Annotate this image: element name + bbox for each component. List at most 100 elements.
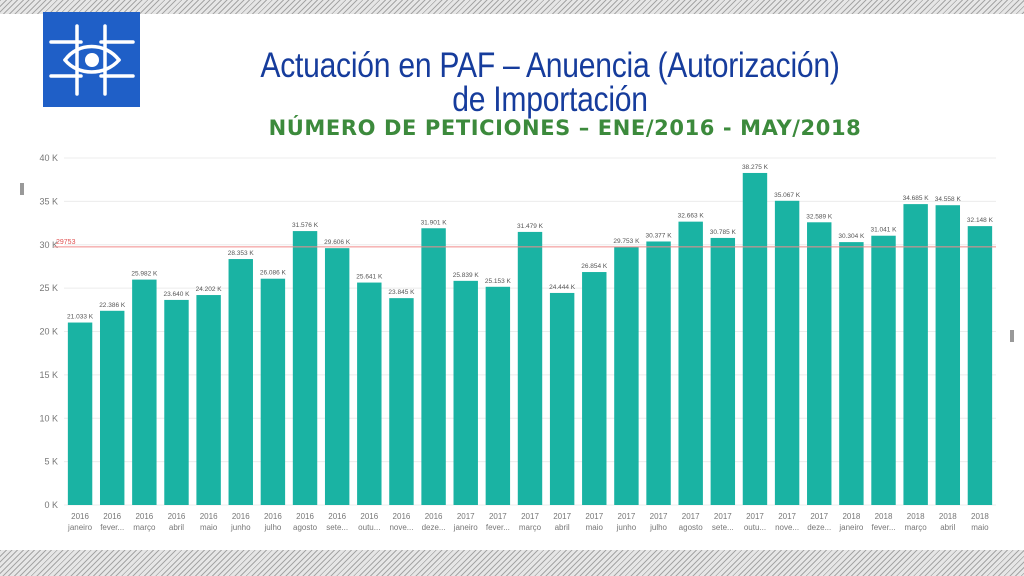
x-tick-year-label: 2016 [425, 512, 443, 521]
bar [389, 298, 414, 505]
y-tick-label: 15 K [39, 370, 58, 380]
x-tick-year-label: 2016 [168, 512, 186, 521]
x-tick-month-label: março [905, 523, 928, 532]
bar [871, 235, 896, 505]
page-title-line1: Actuación en PAF – Anuencia (Autorizació… [260, 46, 840, 85]
x-tick-month-label: abril [555, 523, 570, 532]
bar [807, 222, 832, 505]
x-tick-month-label: janeiro [67, 523, 93, 532]
bar-value-label: 32.663 K [678, 213, 705, 220]
bar-value-label: 30.785 K [710, 229, 737, 236]
x-tick-year-label: 2017 [714, 512, 732, 521]
x-tick-year-label: 2016 [71, 512, 89, 521]
bottom-hatch-border [0, 550, 1024, 576]
bar [453, 280, 478, 505]
bar-value-label: 25.641 K [356, 274, 383, 281]
bar-value-label: 29.753 K [613, 238, 640, 245]
page-title-line2: de Importación [452, 80, 648, 119]
bar [517, 231, 543, 505]
x-tick-year-label: 2018 [875, 512, 893, 521]
x-tick-year-label: 2017 [553, 512, 571, 521]
bar [549, 292, 575, 505]
x-tick-month-label: maio [586, 523, 604, 532]
bar [742, 172, 768, 506]
bar [903, 204, 928, 506]
bar-value-label: 23.845 K [388, 289, 415, 296]
bar-value-label: 35.067 K [774, 192, 801, 199]
x-tick-year-label: 2017 [746, 512, 764, 521]
bar [421, 228, 446, 505]
bar-value-label: 26.086 K [260, 270, 287, 277]
x-tick-month-label: janeiro [838, 523, 864, 532]
bar-value-label: 24.444 K [549, 284, 576, 291]
bar [485, 286, 511, 505]
x-tick-month-label: sete... [712, 523, 734, 532]
page-subtitle: NÚMERO DE PETICIONES – ENE/2016 - MAY/20… [268, 116, 862, 140]
x-tick-year-label: 2016 [296, 512, 314, 521]
x-tick-year-label: 2017 [521, 512, 539, 521]
bar [67, 322, 93, 505]
bar-value-label: 31.901 K [421, 219, 448, 226]
bar [774, 200, 800, 506]
x-tick-month-label: julho [263, 523, 281, 532]
bar-chart: 0 K 5 K 10 K 15 K 20 K 25 K 30 K 35 K 40 K 21.033… [22, 146, 1016, 544]
x-tick-year-label: 2016 [135, 512, 153, 521]
bar [99, 310, 125, 505]
x-tick-year-label: 2016 [328, 512, 346, 521]
y-tick-label: 25 K [39, 283, 58, 293]
bar [614, 246, 639, 505]
x-tick-month-label: abril [169, 523, 184, 532]
y-tick-label: 0 K [44, 500, 58, 510]
x-tick-month-label: abril [940, 523, 955, 532]
x-tick-month-label: março [519, 523, 542, 532]
x-tick-month-label: junho [230, 523, 251, 532]
bar [164, 299, 189, 505]
x-tick-year-label: 2017 [489, 512, 507, 521]
bar [839, 242, 864, 505]
chart-svg: 0 K 5 K 10 K 15 K 20 K 25 K 30 K 35 K 40 K 21.033… [39, 153, 996, 532]
bar [132, 279, 157, 505]
x-tick-year-label: 2016 [232, 512, 250, 521]
x-tick-month-label: agosto [293, 523, 318, 532]
x-tick-month-label: maio [200, 523, 218, 532]
reference-line-label: 29753 [56, 239, 76, 246]
bar-value-label: 28.353 K [228, 250, 255, 257]
x-tick-month-label: junho [616, 523, 637, 532]
top-hatch-border [0, 0, 1024, 14]
x-tick-year-label: 2018 [939, 512, 957, 521]
bar [646, 241, 671, 505]
x-tick-month-label: março [133, 523, 156, 532]
x-tick-year-label: 2017 [650, 512, 668, 521]
x-tick-month-label: fever... [872, 523, 896, 532]
bar [196, 295, 221, 505]
x-tick-month-label: agosto [679, 523, 704, 532]
bar-value-label: 25.982 K [131, 271, 158, 278]
x-tick-year-label: 2016 [200, 512, 218, 521]
x-tick-year-label: 2017 [618, 512, 636, 521]
x-tick-year-label: 2018 [907, 512, 925, 521]
agency-logo-icon [43, 12, 140, 107]
x-tick-month-label: julho [649, 523, 667, 532]
chart-resize-handle-right[interactable] [1010, 330, 1014, 342]
x-tick-year-label: 2017 [778, 512, 796, 521]
x-tick-month-label: outu... [744, 523, 766, 532]
x-tick-year-label: 2018 [971, 512, 989, 521]
y-tick-label: 10 K [39, 413, 58, 423]
y-tick-label: 35 K [39, 196, 58, 206]
x-tick-year-label: 2016 [103, 512, 121, 521]
bar-value-label: 34.685 K [903, 195, 930, 202]
bar [710, 237, 736, 505]
bar-value-label: 29.606 K [324, 239, 351, 246]
x-tick-month-label: deze... [422, 523, 446, 532]
y-tick-label: 30 K [39, 240, 58, 250]
bar-value-label: 30.304 K [838, 233, 865, 240]
x-tick-month-label: fever... [100, 523, 124, 532]
x-tick-month-label: outu... [358, 523, 380, 532]
bar [228, 259, 253, 505]
bar-value-label: 26.854 K [581, 263, 608, 270]
bar-value-label: 32.148 K [967, 217, 994, 224]
x-tick-year-label: 2018 [842, 512, 860, 521]
bar-value-label: 25.839 K [453, 272, 480, 279]
chart-resize-handle-left[interactable] [20, 183, 24, 195]
bar-value-label: 32.589 K [806, 213, 833, 220]
